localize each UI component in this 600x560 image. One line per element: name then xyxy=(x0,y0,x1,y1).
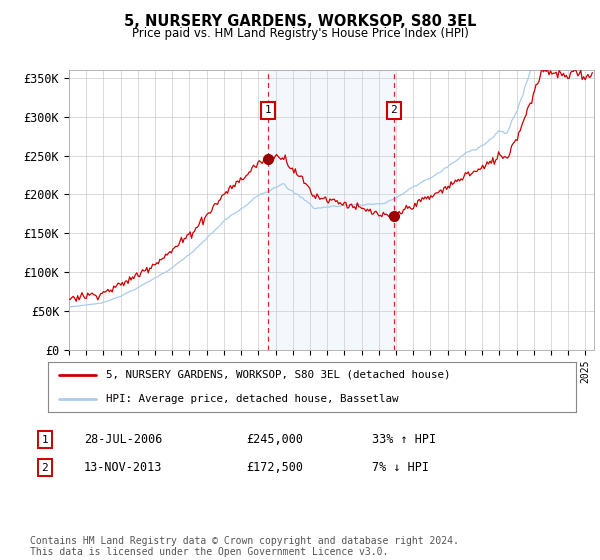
Text: 1: 1 xyxy=(265,105,272,115)
Bar xyxy=(268,70,394,350)
Text: £245,000: £245,000 xyxy=(246,433,303,446)
Text: £172,500: £172,500 xyxy=(246,461,303,474)
Text: 28-JUL-2006: 28-JUL-2006 xyxy=(84,433,163,446)
Text: 5, NURSERY GARDENS, WORKSOP, S80 3EL: 5, NURSERY GARDENS, WORKSOP, S80 3EL xyxy=(124,14,476,29)
Text: 7% ↓ HPI: 7% ↓ HPI xyxy=(372,461,429,474)
Text: 5, NURSERY GARDENS, WORKSOP, S80 3EL (detached house): 5, NURSERY GARDENS, WORKSOP, S80 3EL (de… xyxy=(106,370,451,380)
Text: HPI: Average price, detached house, Bassetlaw: HPI: Average price, detached house, Bass… xyxy=(106,394,398,404)
Text: Price paid vs. HM Land Registry's House Price Index (HPI): Price paid vs. HM Land Registry's House … xyxy=(131,27,469,40)
Text: 13-NOV-2013: 13-NOV-2013 xyxy=(84,461,163,474)
Text: 2: 2 xyxy=(391,105,397,115)
Text: 2: 2 xyxy=(41,463,49,473)
Text: Contains HM Land Registry data © Crown copyright and database right 2024.
This d: Contains HM Land Registry data © Crown c… xyxy=(30,535,459,557)
Text: 1: 1 xyxy=(41,435,49,445)
Text: 33% ↑ HPI: 33% ↑ HPI xyxy=(372,433,436,446)
